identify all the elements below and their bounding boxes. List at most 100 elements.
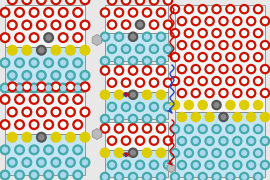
Circle shape [170,172,180,180]
Circle shape [151,138,157,144]
Circle shape [82,47,88,53]
Circle shape [107,44,117,54]
Circle shape [114,123,124,134]
Bar [105,33,168,61]
Circle shape [225,28,236,38]
Circle shape [149,135,159,146]
Circle shape [165,80,171,86]
Circle shape [227,78,234,84]
Circle shape [248,114,254,120]
Circle shape [163,159,173,170]
Circle shape [241,30,247,36]
Circle shape [227,6,234,12]
Circle shape [14,7,25,18]
Circle shape [241,54,247,60]
Circle shape [82,134,88,140]
Circle shape [123,104,129,110]
Circle shape [79,107,90,118]
Circle shape [255,102,261,108]
Circle shape [260,16,270,26]
Circle shape [149,0,159,6]
Circle shape [100,7,110,18]
Circle shape [100,31,110,42]
Circle shape [253,52,263,62]
Circle shape [36,19,47,31]
Circle shape [172,78,178,84]
Circle shape [220,66,227,72]
Circle shape [262,114,268,120]
Circle shape [50,0,62,5]
Circle shape [109,80,115,86]
Circle shape [107,77,117,88]
Circle shape [65,107,76,118]
Circle shape [137,138,143,144]
Circle shape [116,58,122,64]
Circle shape [38,47,45,53]
Circle shape [156,31,166,42]
Circle shape [151,80,157,86]
Circle shape [45,96,52,103]
Circle shape [75,172,81,178]
Circle shape [214,174,220,180]
Circle shape [102,92,108,98]
Circle shape [142,114,152,124]
Circle shape [14,119,25,130]
Circle shape [58,94,69,105]
Circle shape [60,60,66,66]
Bar [5,5,85,46]
Circle shape [109,0,115,3]
Circle shape [82,159,88,166]
Circle shape [36,45,47,56]
Circle shape [149,19,159,30]
Circle shape [262,138,268,144]
Circle shape [218,40,229,50]
Circle shape [123,138,129,144]
Circle shape [248,18,254,24]
Circle shape [114,65,124,76]
Circle shape [144,116,150,122]
Bar [105,64,168,91]
Circle shape [128,31,138,42]
Circle shape [23,22,30,28]
Circle shape [200,54,206,60]
Circle shape [260,64,270,74]
Circle shape [14,57,25,68]
Circle shape [45,60,52,66]
Circle shape [65,81,76,92]
Circle shape [79,132,90,143]
Circle shape [67,84,74,90]
Circle shape [204,112,215,122]
Circle shape [204,136,215,146]
Circle shape [253,100,263,110]
Circle shape [225,76,236,86]
Bar [175,112,265,177]
Circle shape [121,159,131,170]
Circle shape [72,82,83,94]
Bar [175,5,265,112]
Circle shape [109,138,115,144]
Circle shape [186,78,192,84]
Circle shape [255,54,261,60]
Circle shape [121,0,131,6]
Circle shape [116,116,122,122]
Circle shape [142,123,152,134]
Circle shape [23,84,30,90]
Circle shape [191,160,201,170]
Circle shape [220,162,227,168]
Circle shape [218,64,229,74]
Circle shape [184,52,194,62]
Circle shape [16,121,23,128]
Circle shape [2,85,8,91]
Circle shape [197,4,208,14]
Circle shape [172,30,178,36]
Circle shape [246,64,256,74]
Circle shape [7,70,18,81]
Circle shape [31,60,37,66]
Circle shape [65,70,76,81]
Circle shape [144,174,150,180]
Circle shape [158,68,164,74]
Circle shape [227,30,234,36]
Circle shape [234,138,240,144]
Circle shape [128,114,138,124]
Circle shape [191,112,201,122]
